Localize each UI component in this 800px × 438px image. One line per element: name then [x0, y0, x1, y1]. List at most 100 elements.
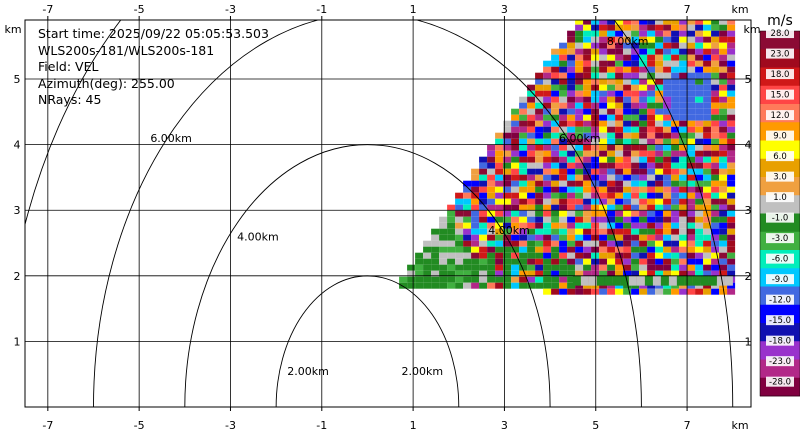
x-unit-label-top: km — [731, 3, 748, 16]
velocity-cell — [639, 30, 648, 37]
velocity-cell — [535, 270, 544, 277]
velocity-cell — [623, 222, 632, 229]
velocity-cell — [447, 258, 456, 265]
velocity-cell — [575, 108, 584, 115]
velocity-cell — [671, 156, 680, 163]
velocity-cell — [471, 258, 480, 265]
velocity-cell — [679, 78, 688, 85]
velocity-cell — [711, 36, 720, 43]
velocity-cell — [615, 108, 624, 115]
velocity-cell — [631, 180, 640, 187]
velocity-cell — [727, 90, 736, 97]
velocity-cell — [647, 168, 656, 175]
velocity-cell — [599, 108, 608, 115]
velocity-cell — [519, 204, 528, 211]
velocity-cell — [679, 288, 688, 295]
velocity-cell — [687, 156, 696, 163]
velocity-cell — [607, 78, 616, 85]
velocity-cell — [503, 276, 512, 283]
velocity-cell — [655, 228, 664, 235]
velocity-cell — [639, 36, 648, 43]
velocity-cell — [599, 20, 608, 25]
velocity-cell — [527, 114, 536, 121]
velocity-cell — [655, 240, 664, 247]
velocity-cell — [455, 240, 464, 247]
velocity-cell — [543, 210, 552, 217]
velocity-cell — [639, 174, 648, 181]
velocity-cell — [447, 234, 456, 241]
velocity-cell — [527, 228, 536, 235]
velocity-cell — [599, 60, 608, 67]
velocity-cell — [623, 144, 632, 151]
velocity-cell — [559, 246, 568, 253]
velocity-cell — [655, 144, 664, 151]
velocity-cell — [511, 198, 520, 205]
velocity-cell — [676, 275, 685, 286]
velocity-cell — [599, 36, 608, 43]
velocity-cell — [599, 240, 608, 247]
velocity-cell — [471, 276, 480, 283]
velocity-cell — [711, 60, 720, 67]
velocity-cell — [519, 144, 528, 151]
instrument-text: WLS200s-181/WLS200s-181 — [38, 43, 214, 58]
colorbar-label-bg — [766, 294, 794, 305]
velocity-cell — [647, 20, 656, 25]
velocity-cell — [711, 222, 720, 229]
velocity-cell — [487, 186, 496, 193]
velocity-cell — [575, 258, 584, 265]
velocity-cell — [631, 270, 640, 277]
velocity-cell — [575, 84, 584, 91]
velocity-cell — [727, 126, 736, 133]
velocity-cell — [591, 60, 600, 67]
velocity-cell — [607, 144, 616, 151]
velocity-cell — [567, 54, 576, 61]
velocity-cell — [647, 288, 656, 295]
start-time-text: Start time: 2025/09/22 05:05:53.503 — [38, 26, 269, 41]
velocity-cell — [655, 288, 664, 295]
velocity-cell — [703, 204, 712, 211]
velocity-cell — [687, 240, 696, 247]
velocity-cell — [567, 60, 576, 67]
velocity-cell — [727, 42, 736, 49]
velocity-cell — [607, 120, 616, 127]
velocity-cell — [719, 24, 728, 31]
velocity-cell — [607, 48, 616, 55]
velocity-cell — [663, 120, 672, 127]
velocity-cell — [671, 168, 680, 175]
velocity-cell — [639, 90, 648, 97]
velocity-cell — [679, 162, 688, 169]
velocity-cell — [631, 48, 640, 55]
velocity-cell — [631, 120, 640, 127]
velocity-cell — [431, 246, 440, 253]
velocity-cell — [511, 132, 520, 139]
velocity-cell — [679, 42, 688, 49]
velocity-cell — [719, 72, 728, 79]
velocity-cell — [727, 228, 736, 235]
velocity-cell — [583, 60, 592, 67]
velocity-cell — [543, 84, 552, 91]
colorbar-label-bg — [766, 110, 794, 121]
velocity-cell — [623, 30, 632, 37]
velocity-cell — [575, 162, 584, 169]
velocity-cell — [655, 246, 664, 253]
colorbar-tick-label: 1.0 — [773, 193, 787, 203]
velocity-cell — [559, 108, 568, 115]
velocity-cell — [719, 222, 728, 229]
velocity-cell — [559, 72, 568, 79]
velocity-cell — [647, 102, 656, 109]
velocity-cell — [535, 252, 544, 259]
velocity-cell — [695, 264, 704, 271]
velocity-cell — [647, 174, 656, 181]
velocity-cell — [695, 96, 704, 103]
velocity-cell — [567, 66, 576, 73]
velocity-cell — [551, 264, 560, 271]
velocity-cell — [727, 54, 736, 61]
velocity-cell — [615, 186, 624, 193]
velocity-cell — [455, 198, 464, 205]
velocity-cell — [631, 174, 640, 181]
velocity-cell — [567, 180, 576, 187]
velocity-cell — [543, 78, 552, 85]
velocity-cell — [599, 96, 608, 103]
velocity-cell — [631, 54, 640, 61]
velocity-cell — [543, 252, 552, 259]
